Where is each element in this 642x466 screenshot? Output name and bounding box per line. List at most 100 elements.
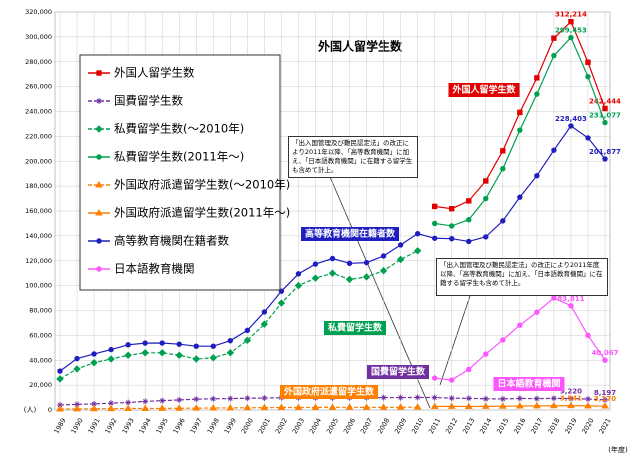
x-tick-label: 2004 — [308, 417, 323, 435]
marker — [483, 351, 489, 357]
marker — [602, 396, 608, 403]
marker — [483, 178, 489, 184]
marker — [517, 194, 523, 200]
marker — [482, 395, 489, 402]
marker — [431, 203, 438, 210]
marker — [465, 395, 472, 402]
marker — [311, 274, 320, 282]
marker — [534, 91, 540, 97]
marker — [141, 404, 150, 412]
marker — [277, 403, 286, 411]
marker — [91, 400, 98, 407]
marker — [73, 365, 81, 373]
marker — [56, 375, 64, 383]
legend-marker — [96, 154, 102, 160]
marker — [414, 230, 421, 237]
x-tick-label: 2015 — [495, 417, 510, 435]
y-tick-label: 120,000 — [25, 257, 52, 265]
x-tick-label: 2021 — [597, 417, 612, 435]
marker — [175, 404, 184, 411]
y-tick-label: 160,000 — [25, 207, 52, 215]
data-label: 3,170 — [594, 395, 616, 403]
marker — [534, 309, 540, 315]
marker — [261, 309, 268, 315]
marker — [413, 403, 422, 410]
data-label: 242,444 — [589, 97, 621, 105]
annotation-box — [279, 385, 379, 399]
note: 「出入国管理及び難民認定法」の改正により2011年度以降、「高等教育機関」に加え… — [436, 258, 608, 296]
marker — [311, 403, 320, 410]
data-label: 40,067 — [591, 349, 618, 357]
x-tick-label: 2014 — [478, 417, 493, 435]
y-tick-label: 100,000 — [25, 282, 52, 290]
x-tick-label: 2018 — [546, 417, 561, 435]
marker — [396, 403, 405, 410]
marker — [449, 235, 455, 242]
marker — [159, 340, 165, 346]
data-label: 3,541 — [560, 395, 582, 403]
marker — [602, 357, 608, 363]
marker — [328, 269, 337, 277]
x-tick-label: 2016 — [512, 417, 527, 435]
marker — [601, 402, 609, 409]
marker — [380, 394, 387, 401]
marker — [346, 260, 353, 267]
marker — [243, 336, 252, 345]
annotation: 外国人留学生数 — [451, 84, 516, 96]
data-label: 201,877 — [589, 148, 621, 156]
x-tick-label: 1990 — [69, 417, 84, 435]
x-tick-label: 2006 — [342, 417, 357, 435]
marker — [466, 238, 472, 245]
marker — [90, 404, 98, 412]
marker — [500, 218, 506, 224]
marker — [107, 355, 115, 363]
marker — [602, 156, 608, 162]
marker — [431, 394, 438, 401]
marker — [74, 355, 80, 362]
x-tick-label: 1995 — [155, 417, 170, 435]
marker — [91, 351, 97, 357]
marker — [466, 217, 472, 223]
marker — [227, 337, 234, 344]
marker — [568, 303, 574, 309]
x-tick-label: 2010 — [410, 417, 425, 435]
marker — [261, 395, 268, 402]
marker — [243, 403, 252, 411]
legend-marker — [95, 181, 103, 188]
marker — [159, 397, 166, 404]
marker — [175, 351, 183, 359]
y-tick-label: 300,000 — [25, 33, 52, 41]
marker — [125, 342, 131, 348]
marker — [550, 395, 557, 402]
x-tick-label: 1996 — [172, 417, 187, 435]
legend-label: 外国人留学生数 — [114, 66, 195, 80]
marker — [464, 402, 473, 410]
marker — [142, 340, 148, 346]
marker — [517, 322, 523, 328]
annotation: 私費留学生数 — [327, 322, 383, 334]
marker — [534, 75, 540, 81]
x-tick-label: 1991 — [86, 417, 101, 435]
marker — [483, 195, 489, 202]
marker — [534, 172, 540, 179]
marker — [56, 405, 64, 412]
marker — [414, 394, 421, 401]
x-tick-label: 1999 — [223, 417, 238, 435]
marker — [602, 119, 608, 126]
marker — [499, 395, 506, 402]
marker — [125, 399, 132, 406]
marker — [329, 255, 336, 262]
legend-marker — [95, 125, 103, 133]
marker — [449, 223, 455, 229]
marker — [466, 366, 472, 373]
marker — [447, 402, 456, 409]
marker — [176, 396, 183, 403]
marker — [363, 259, 370, 266]
x-tick-label: 2013 — [461, 417, 476, 435]
marker — [210, 395, 217, 402]
y-tick-label: 20,000 — [29, 381, 52, 389]
marker — [176, 341, 182, 347]
x-tick-label: 2002 — [274, 417, 289, 435]
annotation: 国費留学生数 — [371, 366, 426, 378]
